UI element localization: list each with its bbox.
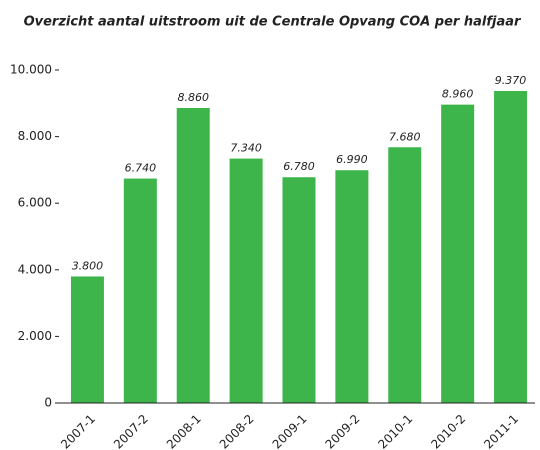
value-label: 8.860 [177,91,209,104]
x-tick-label: 2007-1 [58,412,98,450]
x-tick-label: 2011-1 [481,412,521,450]
value-label: 6.990 [336,153,368,166]
value-label: 3.800 [72,259,104,272]
y-tick-label: 2.000 [18,329,52,343]
value-label: 8.960 [442,88,474,101]
bar [335,170,369,403]
x-tick-label: 2009-1 [270,412,310,450]
x-tick-label: 2008-1 [164,412,204,450]
bar [229,158,263,403]
bar [388,147,422,403]
value-label: 7.680 [389,130,421,143]
bar [441,104,475,403]
bar [123,178,157,403]
x-tick-label: 2009-2 [323,412,363,450]
bar [176,107,210,403]
bar [70,276,104,403]
y-tick-label: 8.000 [18,129,52,143]
y-tick-label: 6.000 [18,196,52,210]
y-tick-label: 4.000 [18,262,52,276]
value-label: 6.780 [283,160,315,173]
x-tick-label: 2007-2 [111,412,151,450]
value-label: 9.370 [495,74,527,87]
y-tick-label: 0 [44,396,52,410]
bar [494,90,528,403]
value-label: 6.740 [125,162,157,175]
x-tick-label: 2008-2 [217,412,257,450]
value-label: 7.340 [230,142,262,155]
bar [282,177,316,403]
x-tick-label: 2010-2 [428,412,468,450]
x-tick-label: 2010-1 [375,412,415,450]
y-tick-label: 10.000 [10,63,52,77]
chart-title: Overzicht aantal uitstroom uit de Centra… [24,15,522,30]
